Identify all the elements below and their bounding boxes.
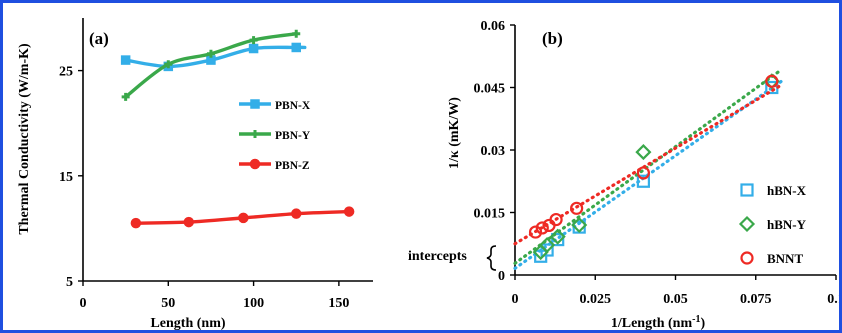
legend-marker-pbn-y [251,130,259,138]
legend-marker-bnnt [740,251,754,265]
panel-b-xlabel: 1/Length (nm-1) [611,314,706,330]
panel-b-y-tick-label: 0 [498,269,505,284]
panel-b-label: (b) [542,29,563,48]
panel-b-y-tick-label: 0.03 [481,144,506,159]
point-bnnt [570,201,584,215]
point-hbn-y [539,236,556,254]
point-pbn-y [249,36,258,45]
legend-label-hbn-x: hBN-X [767,183,807,198]
legend-label-pbn-y: PBN-Y [275,130,311,142]
intercepts-annotation: intercepts [408,249,467,264]
panel-a-label: (a) [89,29,109,48]
point-pbn-z [290,208,302,219]
point-pbn-z [343,206,355,217]
point-pbn-x [291,42,301,53]
panel-b-y-tick-label: 0.045 [474,82,506,97]
panel-a-ylabel: Thermal Conductivity (W/m-K) [17,43,32,235]
legend-label-pbn-x: PBN-X [275,100,311,112]
point-hbn-y [549,228,566,245]
point-bnnt [549,212,563,227]
panel-b-x-tick-label: 0 [512,292,519,307]
point-pbn-y [121,92,130,101]
panel-b-ylabel: 1/κ (mK/W) [447,97,462,169]
point-hbn-y [571,216,588,234]
legend-label-bnnt: BNNT [767,251,803,266]
point-bnnt [535,221,549,235]
point-pbn-x [120,55,131,65]
panel-a-x-tick-label: 50 [161,296,175,311]
point-pbn-z [130,217,142,229]
legend-marker-pbn-z [249,158,261,170]
figure-svg: (a) Length (nm) Thermal Conductivity (W/… [17,18,839,330]
legend-marker-pbn-x [250,99,260,109]
panel-a-xlabel: Length (nm) [150,316,225,330]
point-hbn-x [540,243,554,257]
panel-b-x-tick-label: 0.075 [740,292,772,307]
point-pbn-z [238,212,249,224]
panel-b-x-tick-label: 0.1 [827,292,839,307]
point-bnnt [636,166,651,180]
panel-b-y-tick-label: 0.06 [481,19,506,34]
panel-a-y-tick-label: 5 [66,275,73,290]
panel-a-x-tick-label: 100 [243,296,264,311]
legend-label-hbn-y: hBN-Y [767,217,807,232]
point-pbn-y [164,60,173,69]
point-hbn-x [551,232,565,247]
point-hbn-y [635,144,652,161]
point-pbn-y [206,49,215,58]
legend-label-pbn-z: PBN-Z [275,160,310,172]
point-pbn-z [183,216,195,228]
panel-a-y-tick-label: 15 [59,170,73,185]
point-bnnt [765,74,779,88]
point-pbn-x [248,43,259,54]
point-pbn-y [292,29,301,38]
panel-b-x-tick-label: 0.05 [663,292,688,307]
panel-b-y-tick-label: 0.015 [474,207,506,222]
panel-b-x-tick-label: 0.025 [580,292,612,307]
panel-a-x-tick-label: 150 [328,296,349,311]
point-bnnt [528,225,543,239]
intercepts-brace [486,245,497,271]
panel-a-y-tick-label: 25 [59,65,73,80]
panel-a-x-tick-label: 0 [80,296,87,311]
fit-line-bnnt [513,83,784,246]
legend-marker-hbn-y [738,215,756,233]
legend-marker-hbn-x [740,183,754,197]
point-hbn-x [636,174,651,188]
